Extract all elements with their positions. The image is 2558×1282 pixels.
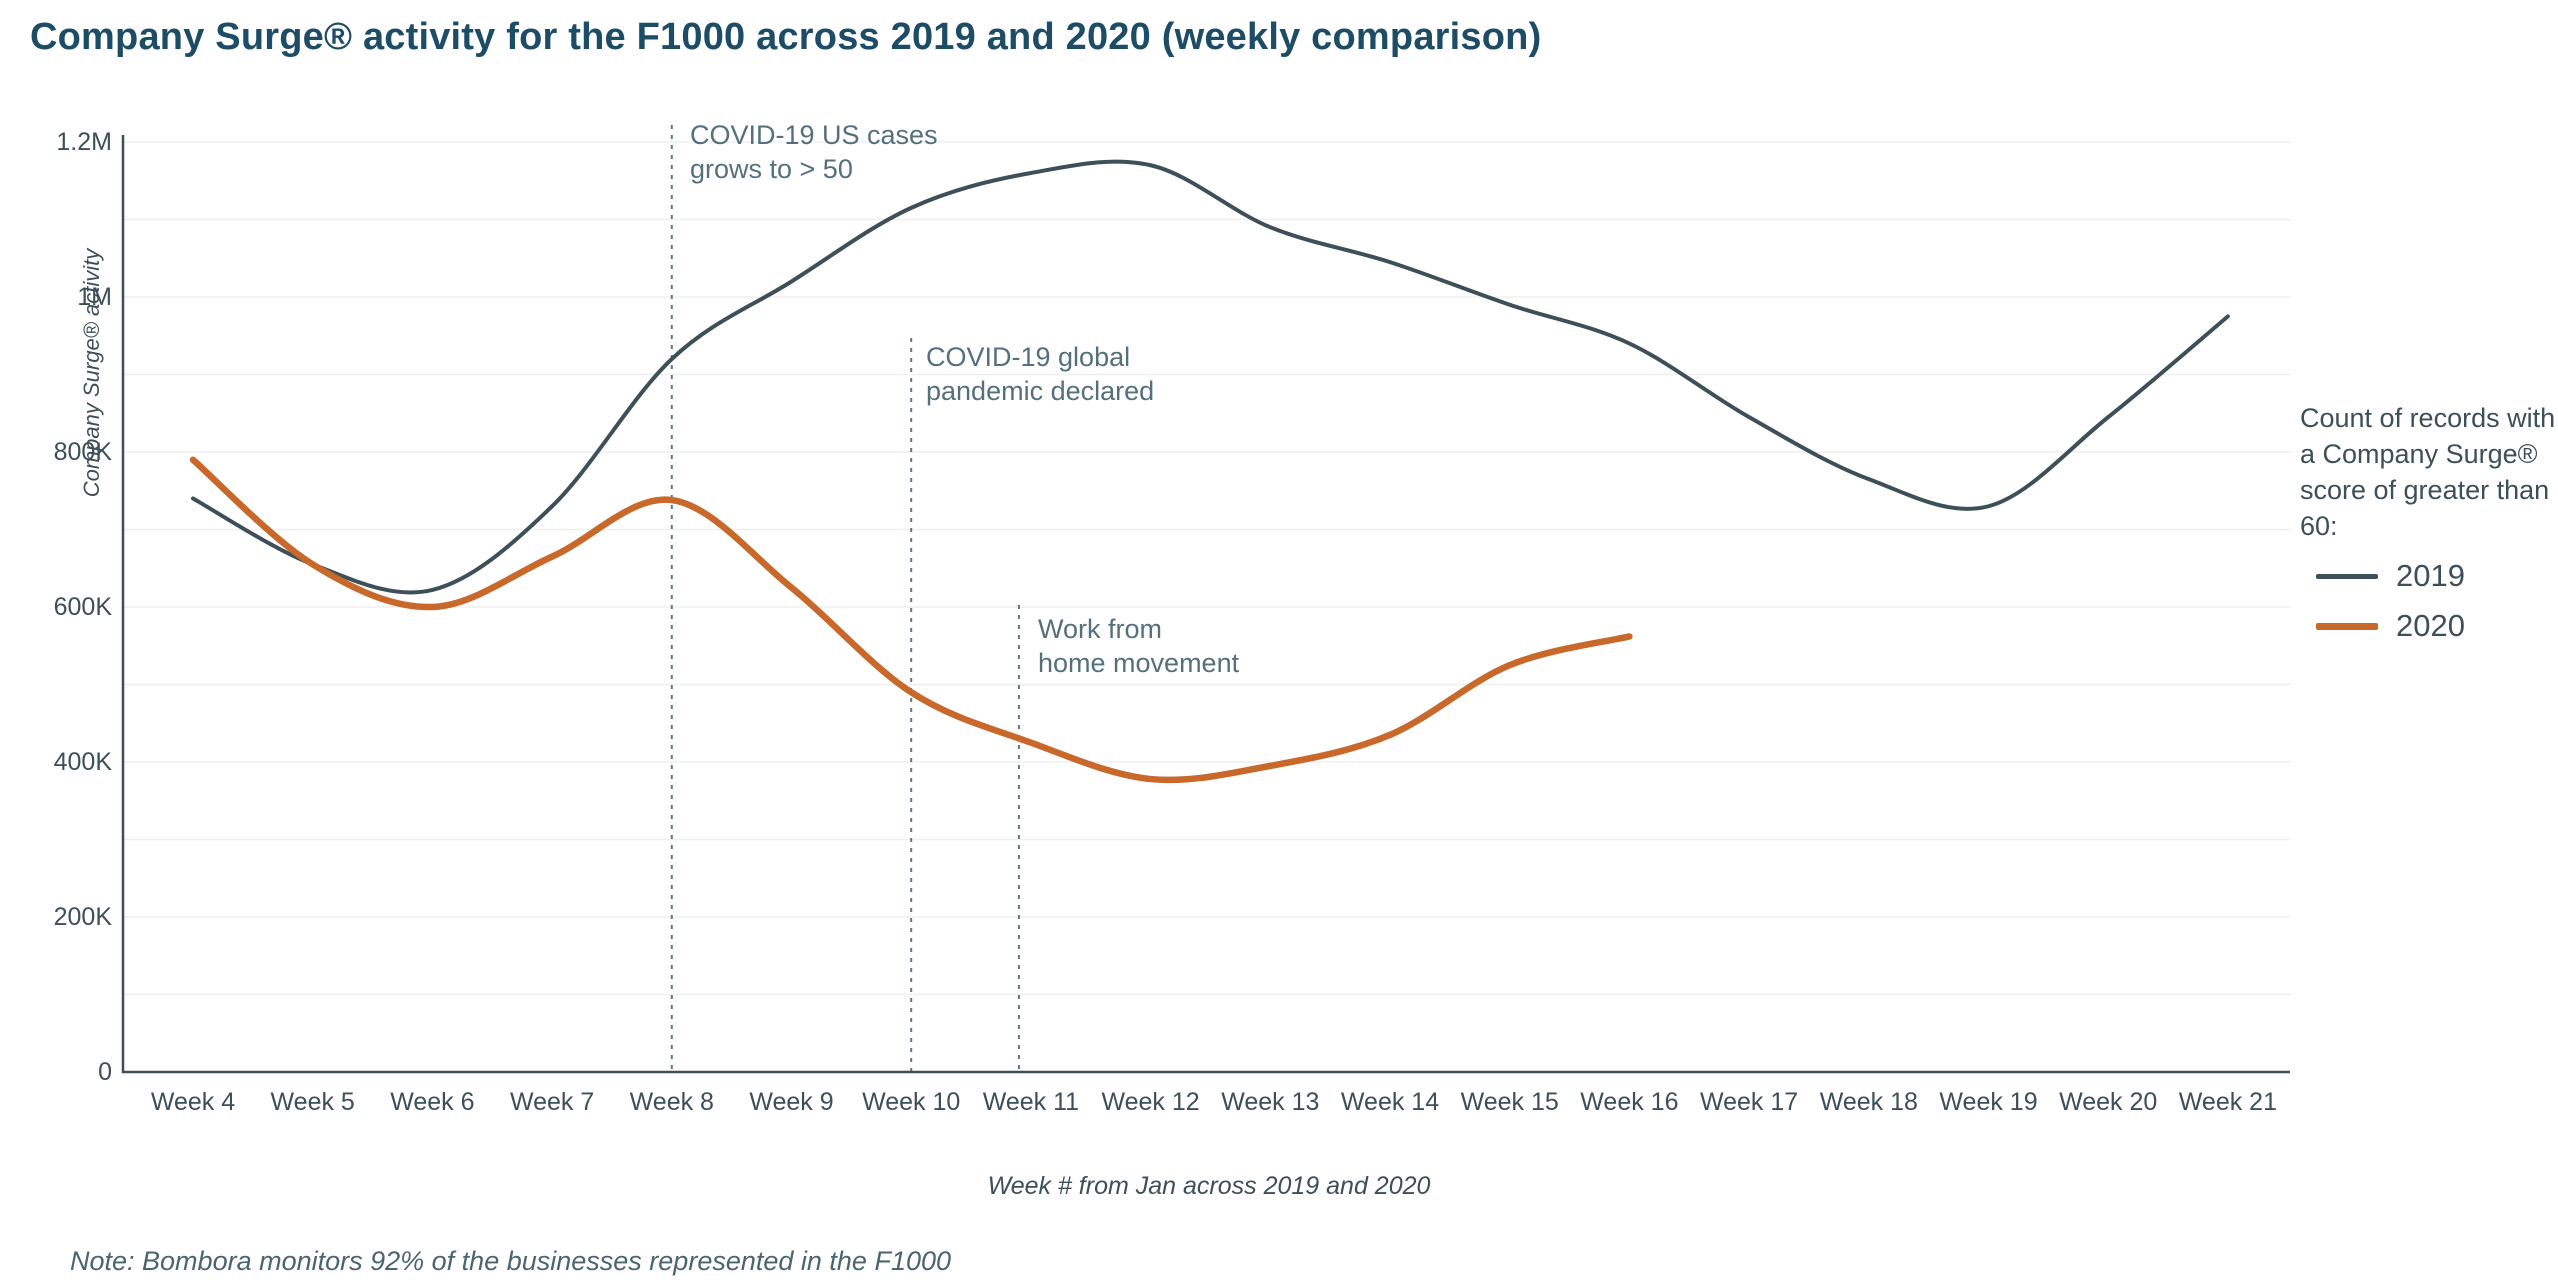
y-tick-label: 1.2M [56, 128, 112, 156]
series-line-2020 [189, 456, 1633, 784]
annotation-text: COVID-19 US cases grows to > 50 [690, 120, 938, 184]
y-tick-label: 1M [77, 283, 112, 311]
axis-frame [121, 135, 2290, 1074]
x-tick-label: Week 9 [749, 1088, 834, 1116]
gridlines [123, 141, 2290, 996]
x-tick-label: Week 16 [1580, 1088, 1679, 1116]
annotation-text: COVID-19 global pandemic declared [926, 342, 1155, 406]
legend-swatch-2020 [2316, 622, 2378, 630]
x-tick-label: Week 14 [1340, 1088, 1440, 1116]
x-tick-label: Week 13 [1221, 1088, 1320, 1116]
x-tick-label: Week 20 [2059, 1088, 2158, 1116]
footnote: Note: Bombora monitors 92% of the busine… [70, 1246, 952, 1276]
x-tick-label: Week 17 [1699, 1088, 1799, 1116]
x-tick-label: Week 5 [270, 1088, 355, 1116]
y-tick-label: 600K [53, 593, 112, 621]
x-tick-label: Week 12 [1101, 1088, 1200, 1116]
x-axis-title: Week # from Jan across 2019 and 2020 [987, 1172, 1431, 1200]
x-tick-label: Week 21 [2178, 1088, 2277, 1116]
legend-swatch-2019 [2316, 573, 2378, 579]
page-title: Company Surge® activity for the F1000 ac… [30, 16, 1542, 58]
x-tick-label: Week 6 [390, 1088, 475, 1116]
x-tick-label: Week 15 [1460, 1088, 1559, 1116]
x-tick-label: Week 7 [509, 1088, 595, 1116]
legend-item-2020: 2020 [2300, 608, 2558, 644]
y-tick-label: 200K [53, 903, 112, 931]
y-tick-label: 0 [98, 1058, 112, 1086]
y-tick-label: 800K [53, 438, 112, 466]
x-tick-label: Week 10 [862, 1088, 961, 1116]
legend-items: 2019 2020 [2300, 558, 2558, 644]
legend-label: 2019 [2396, 558, 2465, 593]
x-tick-label: Week 11 [982, 1088, 1080, 1116]
series-paths [189, 159, 2230, 784]
legend: Count of records with a Company Surge® s… [2300, 400, 2558, 644]
legend-label: 2020 [2396, 608, 2465, 643]
x-tick-label: Week 19 [1939, 1088, 2038, 1116]
legend-title: Count of records with a Company Surge® s… [2300, 403, 2556, 541]
y-axis-title: Company Surge® activity [79, 248, 104, 498]
y-tick-label: 400K [53, 748, 112, 776]
annotation-text: Work from home movement [1038, 614, 1240, 678]
series-line-2019 [191, 159, 2230, 595]
x-tick-label: Week 18 [1819, 1088, 1918, 1116]
annotation-lines [670, 125, 1020, 1072]
x-tick-label: Week 8 [629, 1088, 714, 1116]
x-tick-label: Week 4 [150, 1088, 236, 1116]
legend-item-2019: 2019 [2300, 558, 2558, 594]
